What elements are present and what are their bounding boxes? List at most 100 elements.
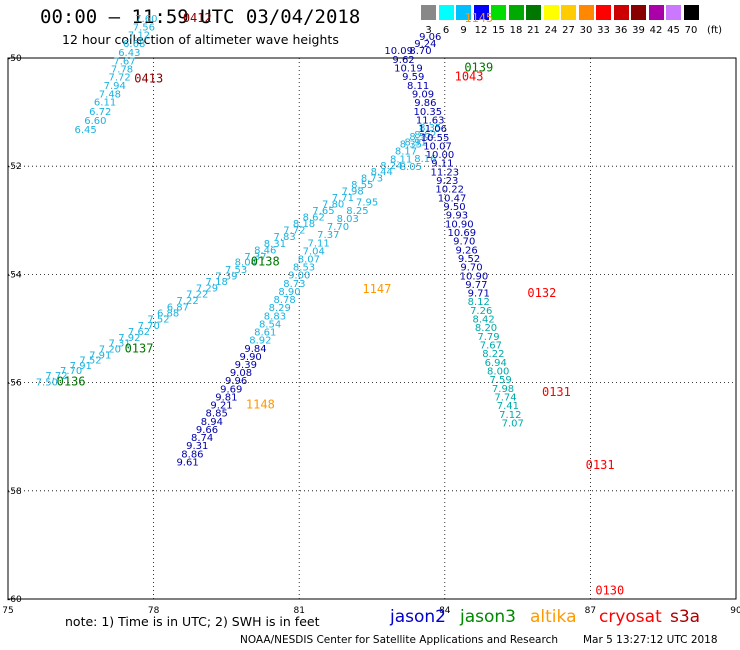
swh-value: 9.59	[402, 72, 424, 83]
scale-swatch	[578, 5, 594, 20]
swh-value: 8.86	[181, 449, 203, 460]
swh-value: 7.22	[176, 296, 198, 307]
pass-time-label: 0137	[125, 341, 154, 355]
swh-value: 8.78	[274, 295, 296, 306]
swh-value: 8.25	[346, 206, 368, 217]
swh-value: 6.68	[123, 39, 145, 50]
chart-title: 00:00 – 11:59 UTC 03/04/2018	[40, 6, 361, 28]
swh-value: 9.21	[210, 401, 232, 412]
swh-value: 8.73	[283, 279, 305, 290]
swh-value: 9.50	[443, 202, 465, 213]
swh-value: 9.61	[176, 457, 198, 468]
swh-value: 7.18	[206, 277, 228, 288]
swh-value: 8.11	[407, 81, 429, 92]
swh-value: 7.26	[470, 306, 492, 317]
y-tick-label: -58	[7, 487, 22, 497]
swh-value: 7.52	[147, 315, 169, 326]
swh-value: 9.52	[458, 254, 480, 265]
y-tick-label: -52	[7, 162, 22, 172]
swh-value: 7.91	[70, 361, 92, 372]
swh-value: 8.22	[482, 349, 504, 360]
swh-value: 7.79	[477, 332, 499, 343]
pass-time-label: 0130	[595, 584, 624, 598]
swh-value: 7.04	[303, 246, 325, 257]
scale-label: 70	[684, 25, 698, 36]
swh-value: 9.00	[288, 271, 310, 282]
scale-swatch	[596, 5, 611, 20]
swh-value: 10.90	[445, 219, 474, 230]
swh-value: 7.67	[113, 56, 135, 67]
swh-value: 8.05	[400, 162, 422, 173]
swh-value: 10.35	[413, 107, 442, 118]
x-tick-label: 78	[148, 606, 160, 616]
footer-credit: NOAA/NESDIS Center for Satellite Applica…	[240, 634, 558, 646]
swh-value: 9.69	[220, 384, 242, 395]
swh-value: 7.37	[317, 230, 339, 241]
y-tick-label: -54	[7, 270, 22, 280]
swh-value: 8.11	[390, 154, 412, 165]
swh-value: 7.98	[492, 384, 514, 395]
swh-value: 7.50	[36, 377, 58, 388]
swh-value: 9.93	[446, 211, 468, 222]
swh-value: 7.71	[332, 193, 354, 204]
scale-label: 12	[474, 25, 488, 36]
scale-swatch	[648, 5, 664, 20]
swh-value: 9.24	[414, 39, 436, 50]
scale-label: 15	[492, 25, 505, 36]
swh-value: 7.22	[186, 290, 208, 301]
swh-value: 8.91	[405, 138, 427, 149]
swh-value: 6.94	[485, 358, 507, 369]
swh-value: 8.94	[201, 417, 223, 428]
scale-swatch	[613, 5, 629, 20]
scale-label: 6	[442, 25, 450, 36]
scale-unit: (ft)	[707, 25, 723, 36]
swh-value: 8.12	[468, 297, 490, 308]
scale-swatch	[526, 5, 541, 20]
pass-time-label: 0132	[527, 286, 556, 300]
y-tick-label: -56	[7, 379, 22, 389]
scale-swatch	[421, 5, 436, 20]
swh-value: 9.96	[225, 376, 247, 387]
scale-label: 33	[597, 25, 610, 36]
y-tick-label: -50	[7, 54, 22, 64]
scale-label: 9	[460, 25, 467, 36]
scale-label: 36	[614, 25, 628, 36]
swh-value: 8.46	[254, 245, 276, 256]
swh-value: 7.80	[322, 199, 344, 210]
swh-value: 6.45	[75, 125, 97, 136]
swh-value: 7.70	[60, 366, 82, 377]
swh-value: 9.39	[235, 360, 257, 371]
swh-value: 7.98	[341, 186, 363, 197]
swh-value: 9.11	[431, 159, 453, 170]
pass-time-label: 1147	[362, 282, 391, 296]
swh-value: 8.17	[395, 146, 417, 157]
swh-value: 11.06	[418, 124, 447, 135]
swh-value: 7.12	[499, 410, 521, 421]
swh-value: 7.11	[307, 238, 329, 249]
swh-value: 8.62	[414, 130, 436, 141]
pass-time-label: 0131	[586, 458, 615, 472]
footer-timestamp: Mar 5 13:27:12 UTC 2018	[583, 634, 718, 646]
swh-value: 7.07	[502, 418, 524, 429]
swh-value: 7.83	[274, 232, 296, 243]
pass-time-label: 1043	[455, 70, 484, 84]
footer-note: note: 1) Time is in UTC; 2) SWH is in fe…	[65, 614, 320, 629]
swh-value: 6.11	[94, 98, 116, 109]
swh-value: 8.62	[303, 212, 325, 223]
x-tick-label: 75	[2, 606, 13, 616]
swh-value: 10.90	[460, 271, 489, 282]
swh-value: 8.16	[414, 154, 436, 165]
swh-value: 7.70	[138, 321, 160, 332]
x-tick-label: 87	[585, 606, 596, 616]
swh-value: 9.31	[186, 441, 208, 452]
scale-swatch	[438, 5, 454, 20]
swh-value: 8.73	[361, 173, 383, 184]
plot-frame	[7, 57, 737, 600]
swh-value: 10.19	[394, 64, 423, 75]
swh-value: 7.29	[196, 284, 218, 295]
swh-value: 7.48	[99, 89, 121, 100]
swh-value: 7.65	[312, 206, 334, 217]
swh-value: 10.00	[426, 150, 455, 161]
swh-value: 8.55	[351, 180, 373, 191]
